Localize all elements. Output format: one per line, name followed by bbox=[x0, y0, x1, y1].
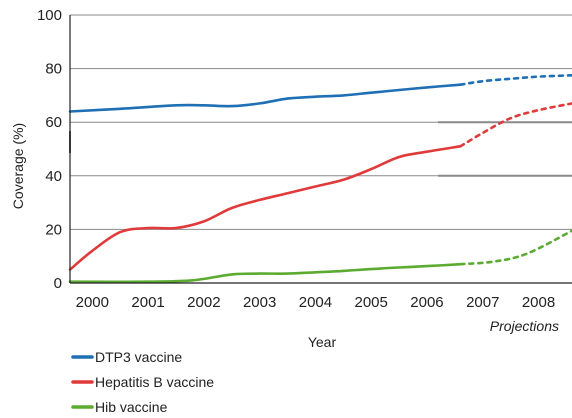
y-tick-100: 100 bbox=[37, 7, 62, 24]
y-tick-labels: 0 20 40 60 80 100 bbox=[37, 7, 62, 292]
x-tick-2000: 2000 bbox=[76, 294, 109, 311]
y-tick-80: 80 bbox=[45, 61, 62, 78]
x-tick-2004: 2004 bbox=[299, 294, 332, 311]
x-tick-labels: 2000 2001 2002 2003 2004 2005 2006 2007 2008 bbox=[76, 294, 556, 311]
x-tick-2002: 2002 bbox=[187, 294, 220, 311]
y-tick-20: 20 bbox=[45, 221, 62, 238]
legend-label-hepatitis-b-vaccine: Hepatitis B vaccine bbox=[95, 374, 214, 390]
y-tick-40: 40 bbox=[45, 168, 62, 185]
series-projection-dtp3-vaccine bbox=[459, 74, 572, 86]
x-tick-2001: 2001 bbox=[131, 294, 164, 311]
x-tick-2003: 2003 bbox=[243, 294, 276, 311]
projections-label: Projections bbox=[490, 318, 559, 334]
x-tick-2008: 2008 bbox=[522, 294, 555, 311]
legend-label-dtp3-vaccine: DTP3 vaccine bbox=[95, 349, 182, 365]
legend-label-hib-vaccine: Hib vaccine bbox=[95, 399, 168, 415]
axes bbox=[69, 15, 572, 284]
gridlines bbox=[70, 14, 572, 230]
x-tick-2007: 2007 bbox=[466, 294, 499, 311]
series-line-dtp3-vaccine bbox=[68, 83, 462, 113]
y-tick-60: 60 bbox=[45, 114, 62, 131]
series-line-hepatitis-b-vaccine bbox=[68, 145, 462, 271]
series-projection-hib-vaccine bbox=[459, 229, 572, 266]
series-projection-hepatitis-b-vaccine bbox=[459, 102, 572, 148]
y-axis-label: Coverage (%) bbox=[10, 123, 26, 209]
x-tick-2005: 2005 bbox=[355, 294, 388, 311]
legend: DTP3 vaccine Hepatitis B vaccine Hib vacci… bbox=[71, 349, 214, 415]
series-line-hib-vaccine bbox=[68, 262, 462, 284]
y-tick-0: 0 bbox=[54, 275, 62, 292]
x-tick-2006: 2006 bbox=[410, 294, 443, 311]
x-axis-label: Year bbox=[308, 334, 337, 350]
series-layer bbox=[68, 74, 572, 284]
